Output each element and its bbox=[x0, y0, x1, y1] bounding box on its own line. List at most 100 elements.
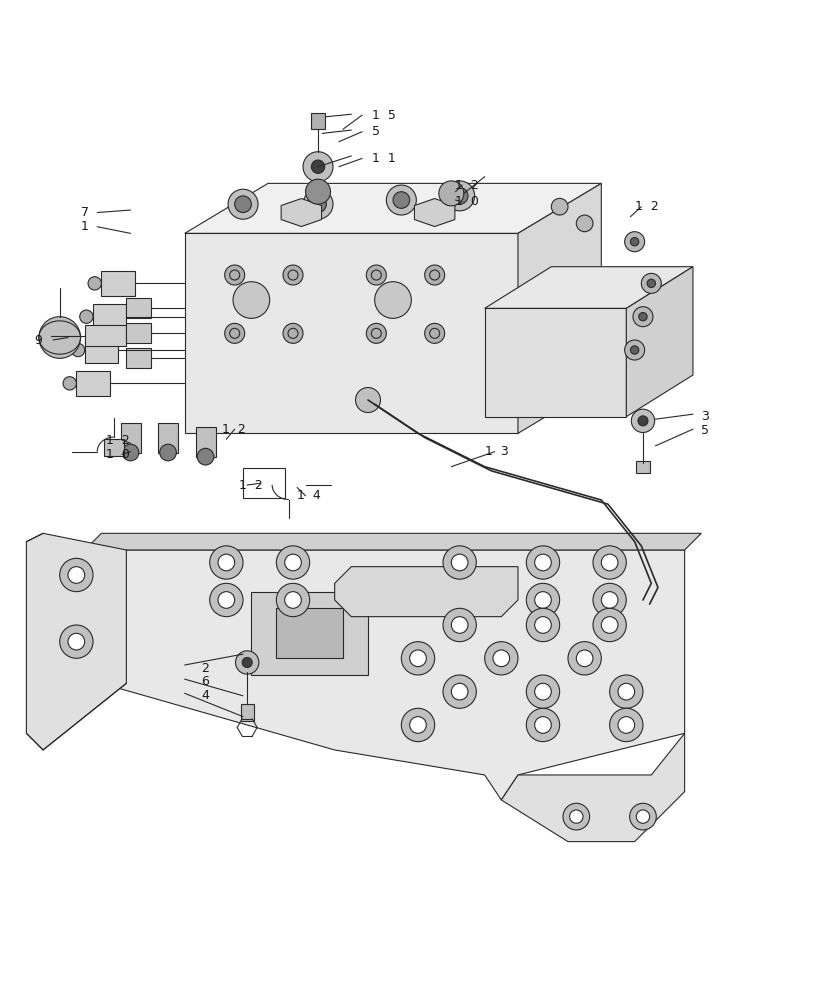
Polygon shape bbox=[185, 183, 601, 233]
Circle shape bbox=[630, 803, 656, 830]
Text: 1  0: 1 0 bbox=[456, 195, 479, 208]
Circle shape bbox=[59, 625, 93, 658]
Circle shape bbox=[535, 683, 551, 700]
Circle shape bbox=[636, 810, 650, 823]
Polygon shape bbox=[185, 233, 518, 433]
Text: 5: 5 bbox=[701, 424, 709, 437]
Circle shape bbox=[285, 554, 301, 571]
Circle shape bbox=[601, 554, 618, 571]
Text: 1  2: 1 2 bbox=[105, 434, 130, 447]
Circle shape bbox=[638, 416, 648, 426]
Text: 1  2: 1 2 bbox=[222, 423, 246, 436]
Polygon shape bbox=[281, 199, 322, 227]
Circle shape bbox=[366, 265, 386, 285]
Circle shape bbox=[218, 592, 235, 608]
FancyBboxPatch shape bbox=[252, 592, 368, 675]
Circle shape bbox=[641, 273, 661, 293]
Circle shape bbox=[451, 683, 468, 700]
Circle shape bbox=[527, 583, 559, 617]
Circle shape bbox=[568, 642, 601, 675]
Circle shape bbox=[618, 717, 635, 733]
Text: 1: 1 bbox=[80, 220, 89, 233]
Text: 1  2: 1 2 bbox=[456, 179, 479, 192]
Circle shape bbox=[283, 265, 303, 285]
Circle shape bbox=[197, 448, 214, 465]
Text: 1  2: 1 2 bbox=[239, 479, 263, 492]
FancyBboxPatch shape bbox=[104, 439, 124, 456]
Circle shape bbox=[451, 188, 468, 204]
Circle shape bbox=[535, 717, 551, 733]
Circle shape bbox=[303, 189, 333, 219]
Circle shape bbox=[410, 717, 426, 733]
Circle shape bbox=[527, 675, 559, 708]
FancyBboxPatch shape bbox=[636, 461, 650, 473]
Circle shape bbox=[63, 377, 76, 390]
Text: 1  2: 1 2 bbox=[635, 200, 659, 213]
Circle shape bbox=[630, 238, 639, 246]
Circle shape bbox=[527, 708, 559, 742]
Circle shape bbox=[225, 265, 245, 285]
Circle shape bbox=[305, 179, 330, 204]
Circle shape bbox=[277, 546, 309, 579]
Polygon shape bbox=[626, 267, 693, 417]
Circle shape bbox=[535, 554, 551, 571]
Circle shape bbox=[551, 198, 568, 215]
FancyBboxPatch shape bbox=[76, 371, 110, 396]
Circle shape bbox=[228, 189, 258, 219]
FancyBboxPatch shape bbox=[196, 427, 216, 457]
Circle shape bbox=[122, 444, 139, 461]
Circle shape bbox=[601, 617, 618, 633]
Circle shape bbox=[79, 310, 93, 323]
Circle shape bbox=[233, 282, 270, 318]
Circle shape bbox=[366, 323, 386, 343]
Circle shape bbox=[285, 592, 301, 608]
Circle shape bbox=[485, 642, 518, 675]
FancyBboxPatch shape bbox=[311, 113, 324, 129]
Circle shape bbox=[386, 185, 416, 215]
Circle shape bbox=[277, 583, 309, 617]
Text: 1  4: 1 4 bbox=[297, 489, 321, 502]
Circle shape bbox=[242, 657, 252, 667]
Circle shape bbox=[393, 192, 410, 208]
Circle shape bbox=[311, 160, 324, 173]
FancyBboxPatch shape bbox=[101, 271, 135, 296]
Circle shape bbox=[443, 608, 477, 642]
Circle shape bbox=[235, 196, 252, 213]
Text: 1  1: 1 1 bbox=[372, 152, 396, 165]
Polygon shape bbox=[84, 550, 685, 800]
Circle shape bbox=[410, 650, 426, 667]
Text: 3: 3 bbox=[701, 410, 709, 423]
Circle shape bbox=[443, 675, 477, 708]
Polygon shape bbox=[84, 533, 701, 550]
Circle shape bbox=[576, 215, 593, 232]
Circle shape bbox=[39, 317, 80, 358]
Circle shape bbox=[493, 650, 510, 667]
Text: 7: 7 bbox=[80, 206, 89, 219]
Circle shape bbox=[609, 708, 643, 742]
FancyBboxPatch shape bbox=[277, 608, 343, 658]
Circle shape bbox=[630, 346, 639, 354]
Circle shape bbox=[355, 388, 380, 413]
Circle shape bbox=[647, 279, 655, 288]
Circle shape bbox=[624, 232, 645, 252]
Circle shape bbox=[527, 608, 559, 642]
Circle shape bbox=[451, 554, 468, 571]
FancyBboxPatch shape bbox=[241, 704, 254, 721]
Circle shape bbox=[445, 181, 475, 211]
Circle shape bbox=[601, 592, 618, 608]
Circle shape bbox=[401, 642, 435, 675]
FancyBboxPatch shape bbox=[93, 304, 126, 329]
Polygon shape bbox=[485, 267, 693, 308]
Circle shape bbox=[236, 651, 259, 674]
Circle shape bbox=[210, 583, 243, 617]
Circle shape bbox=[309, 196, 326, 213]
Circle shape bbox=[401, 708, 435, 742]
FancyBboxPatch shape bbox=[126, 323, 151, 343]
Text: 6: 6 bbox=[201, 675, 209, 688]
Circle shape bbox=[71, 343, 84, 357]
Circle shape bbox=[593, 546, 626, 579]
Text: 2: 2 bbox=[201, 662, 209, 675]
FancyBboxPatch shape bbox=[126, 348, 151, 368]
Polygon shape bbox=[502, 733, 685, 842]
Text: 1  0: 1 0 bbox=[105, 448, 130, 461]
